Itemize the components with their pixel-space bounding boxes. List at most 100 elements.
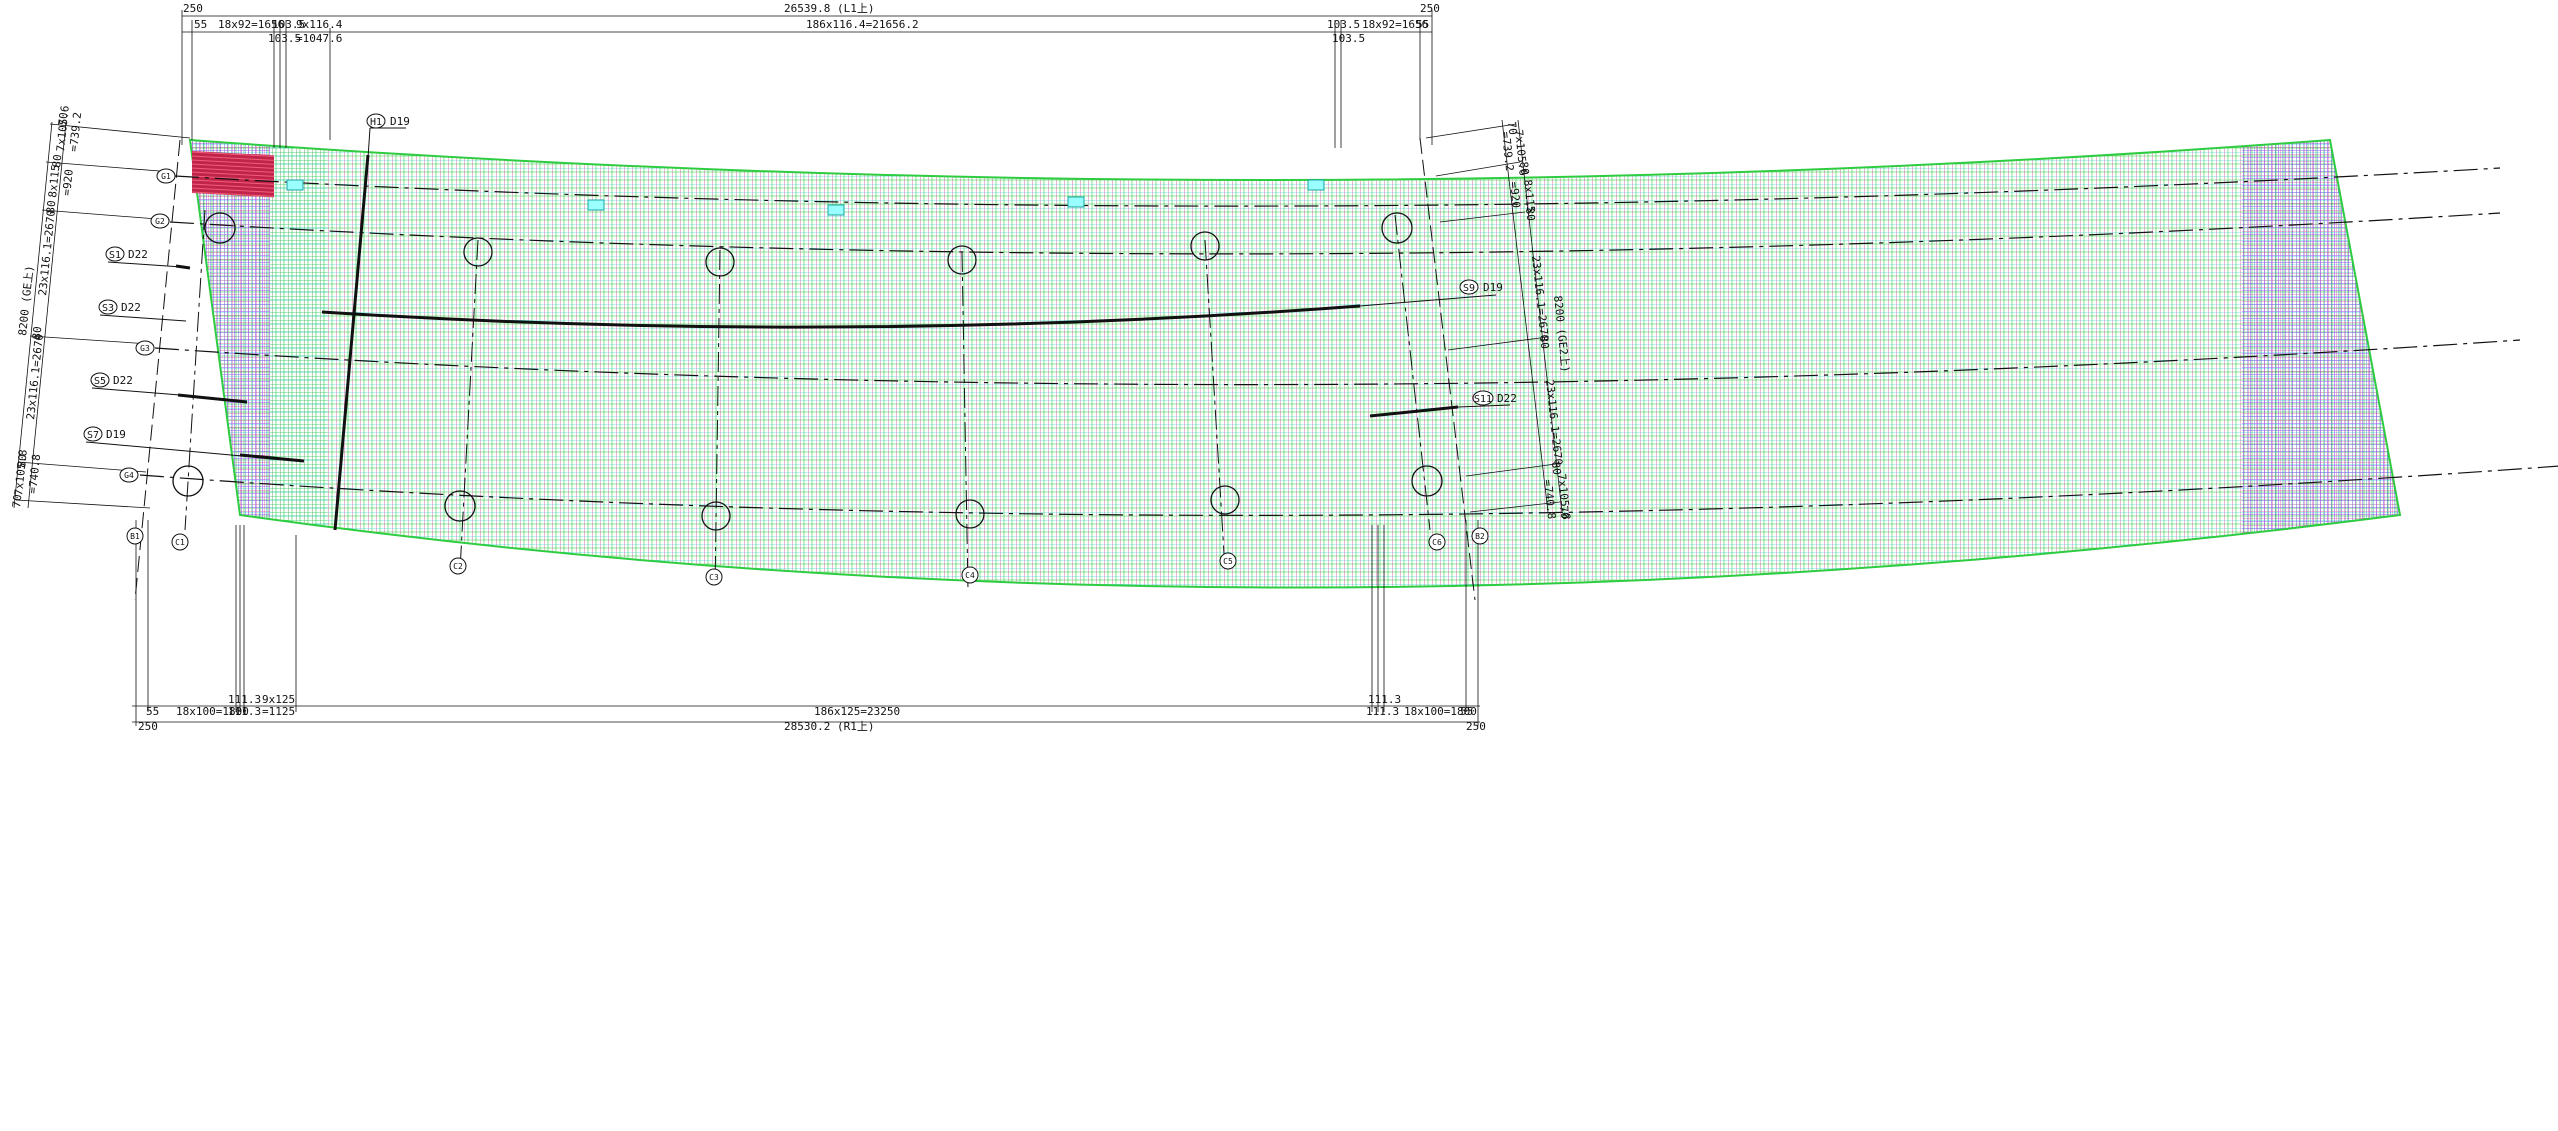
bottom-dim-inner-right: 111.3 — [1368, 693, 1401, 706]
svg-text:D19: D19 — [1483, 281, 1503, 294]
svg-text:70: 70 — [1557, 505, 1571, 520]
lifting-anchors — [286, 179, 1325, 216]
svg-text:H1: H1 — [370, 117, 382, 128]
transverse-lines — [184, 209, 1431, 591]
svg-text:B1: B1 — [130, 532, 140, 541]
svg-text:S11: S11 — [1474, 394, 1492, 405]
top-dim-end-right: 250 — [1420, 2, 1440, 15]
svg-text:80: 80 — [1537, 335, 1551, 350]
girder-line-g4 — [139, 465, 2558, 516]
svg-text:80: 80 — [1523, 207, 1537, 222]
anchor-hatch-block — [192, 151, 274, 198]
bottom-dim-end-left: 250 — [138, 720, 158, 733]
svg-text:7x105.8: 7x105.8 — [12, 449, 30, 496]
svg-text:D19: D19 — [390, 115, 410, 128]
svg-text:80: 80 — [1517, 161, 1531, 176]
svg-text:=920: =920 — [1507, 181, 1523, 209]
bottom-dim-span-left: 18x100=1800 — [176, 705, 249, 718]
svg-text:=739.2: =739.2 — [1499, 131, 1516, 172]
bottom-dim-inner-left-b: 111.3 — [228, 705, 261, 718]
svg-text:80: 80 — [1549, 461, 1563, 476]
bottom-tag-c4: C4 — [961, 566, 979, 584]
top-dim-inner-right-b: 103.5 — [1332, 32, 1365, 45]
girder-lines — [139, 167, 2558, 516]
svg-text:7x105.6: 7x105.6 — [54, 105, 72, 152]
svg-text:S3: S3 — [102, 303, 114, 314]
svg-text:23x116.1=2670: 23x116.1=2670 — [24, 333, 46, 420]
top-dim-transition: 9x116.4 — [296, 18, 343, 31]
right-dimensions — [1425, 119, 1563, 513]
rebar-callout-s7: S7 D19 — [83, 426, 243, 457]
girder-line-g3 — [154, 339, 2521, 386]
top-dim-total: 26539.8 (L1上) — [784, 2, 874, 15]
svg-text:8x115: 8x115 — [46, 164, 62, 198]
top-dim-span-left: 18x92=1656 — [218, 18, 284, 31]
svg-text:70: 70 — [10, 494, 24, 509]
bottom-dim-span-right: 18x100=1800 — [1404, 705, 1477, 718]
top-dimensions — [181, 10, 1433, 148]
svg-text:=740.8: =740.8 — [26, 453, 43, 494]
svg-text:D22: D22 — [128, 248, 148, 261]
left-dimensions — [13, 121, 191, 509]
left-end-zone — [190, 140, 270, 580]
bottom-dim-transition: 9x125 — [262, 693, 295, 706]
top-dim-gap-right: 55 — [1416, 18, 1429, 31]
rebar-callout-s5: S5 D22 — [90, 372, 181, 396]
svg-text:80: 80 — [15, 454, 29, 469]
bearing-circles — [172, 212, 1443, 531]
rebar-callout-s1: S1 D22 — [105, 246, 183, 268]
svg-text:8200 (GE上): 8200 (GE上) — [16, 265, 36, 337]
slab-body — [188, 138, 2402, 589]
bottom-tag-b2: B2 — [1471, 527, 1489, 545]
girder-tag-g1: G1 — [156, 168, 176, 184]
svg-text:S5: S5 — [94, 376, 106, 387]
girder-tag-g4: G4 — [119, 467, 139, 483]
bottom-dim-gap-right: 55 — [1460, 705, 1473, 718]
svg-text:D19: D19 — [106, 428, 126, 441]
left-transition-zone — [270, 140, 328, 580]
svg-text:D22: D22 — [113, 374, 133, 387]
svg-text:80: 80 — [30, 326, 44, 341]
bottom-tag-c2: C2 — [449, 557, 467, 575]
rebar-callout-s11: S11 D22 — [1457, 390, 1517, 408]
svg-text:7x105.6: 7x105.6 — [1512, 129, 1530, 176]
slab-outline — [188, 138, 2402, 589]
svg-text:=740.8: =740.8 — [1541, 479, 1558, 520]
svg-text:G2: G2 — [155, 217, 165, 226]
svg-text:G4: G4 — [124, 471, 134, 480]
svg-text:G1: G1 — [161, 172, 171, 181]
top-dim-main: 186x116.4=21656.2 — [806, 18, 919, 31]
svg-text:S1: S1 — [109, 250, 121, 261]
bottom-tag-b1: B1 — [126, 527, 144, 545]
bottom-dim-end-right: 250 — [1466, 720, 1486, 733]
svg-text:C6: C6 — [1432, 538, 1442, 547]
bottom-tag-c3: C3 — [705, 568, 723, 586]
top-dim-inner-left: 103.5 — [272, 18, 305, 31]
svg-text:70: 70 — [1505, 121, 1519, 136]
girder-line-g2 — [169, 212, 2501, 255]
top-dim-inner-left-b: 103.5 — [268, 32, 301, 45]
top-dim-end-left: 250 — [183, 2, 203, 15]
right-end-zone — [2242, 140, 2400, 580]
bottom-tag-c6: C6 — [1428, 533, 1446, 551]
bottom-tag-c5: C5 — [1219, 552, 1237, 570]
top-dim-transition-b: =1047.6 — [296, 32, 342, 45]
rebar-callout-s3: S3 D22 — [98, 299, 187, 322]
svg-text:C5: C5 — [1223, 557, 1233, 566]
bottom-dim-gap-left: 55 — [146, 705, 159, 718]
svg-text:D22: D22 — [1497, 392, 1517, 405]
girder-line-g1 — [174, 167, 2501, 207]
girder-tag-g2: G2 — [150, 213, 170, 229]
svg-text:70: 70 — [56, 112, 70, 127]
bottom-dim-total: 28530.2 (R1上) — [784, 720, 874, 733]
svg-text:C4: C4 — [965, 571, 975, 580]
svg-text:7x105.8: 7x105.8 — [1555, 473, 1573, 520]
svg-text:80: 80 — [50, 154, 64, 169]
svg-text:80: 80 — [44, 200, 58, 215]
svg-text:=739.2: =739.2 — [67, 111, 84, 152]
svg-text:D22: D22 — [121, 301, 141, 314]
left-dimension-labels: 70 7x105.6 =739.2 80 8x115 =920 80 23x11… — [10, 105, 84, 508]
bottom-dim-inner-right-b: 111.3 — [1366, 705, 1399, 718]
heavy-bars — [175, 154, 1459, 531]
